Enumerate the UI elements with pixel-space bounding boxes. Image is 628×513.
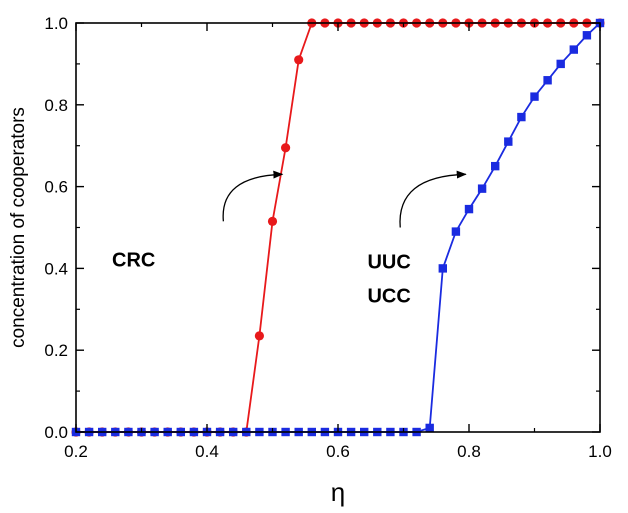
x-axis-label: η: [331, 477, 345, 507]
y-tick-label: 0.6: [44, 178, 68, 197]
x-tick-label: 0.8: [457, 442, 481, 461]
series-1: [71, 18, 605, 437]
annotation-arrow: [399, 170, 467, 228]
axis-layer: 0.2 0.4 0.6 0.8 1.00.00.20.40.60.81.0: [44, 14, 611, 461]
series-1-point: [425, 423, 434, 433]
y-tick-label: 0.4: [44, 259, 68, 278]
series-1-line: [76, 22, 601, 433]
annotation-arrow: [222, 170, 284, 222]
series-1-point: [464, 204, 474, 214]
y-tick-label: 1.0: [44, 14, 68, 33]
series-1-point: [491, 161, 500, 171]
series-0-point: [294, 55, 304, 65]
series-0-point: [254, 331, 264, 341]
series-1-point: [438, 264, 447, 273]
x-tick-label: 0.2: [64, 442, 88, 461]
series-layer: [71, 18, 605, 437]
series-1-point: [543, 76, 552, 85]
series-1-point: [556, 59, 565, 69]
series-1-point: [517, 112, 526, 122]
y-axis-label: concentration of cooperators: [8, 107, 29, 348]
series-1-point: [569, 45, 578, 54]
series-1-point: [504, 137, 513, 146]
series-1-point: [582, 31, 592, 40]
x-tick-label: 0.6: [326, 442, 350, 461]
series-0-point: [281, 143, 291, 153]
y-tick-label: 0.2: [44, 341, 68, 360]
annotation-label: CRC: [112, 249, 155, 271]
y-tick-label: 0.0: [44, 423, 68, 442]
series-1-point: [451, 227, 461, 236]
annotation-label: UUC: [367, 251, 410, 273]
x-tick-label: 1.0: [588, 442, 612, 461]
series-0: [71, 18, 605, 437]
x-tick-label: 0.4: [195, 442, 219, 461]
y-tick-label: 0.8: [44, 96, 68, 115]
plot-frame: [75, 22, 601, 433]
series-0-point: [267, 216, 278, 226]
series-0-line: [76, 22, 600, 433]
annotation-layer: CRC UUC UCC: [112, 170, 467, 307]
series-1-point: [530, 92, 539, 101]
annotation-label: UCC: [367, 285, 410, 307]
series-1-point: [477, 184, 487, 193]
